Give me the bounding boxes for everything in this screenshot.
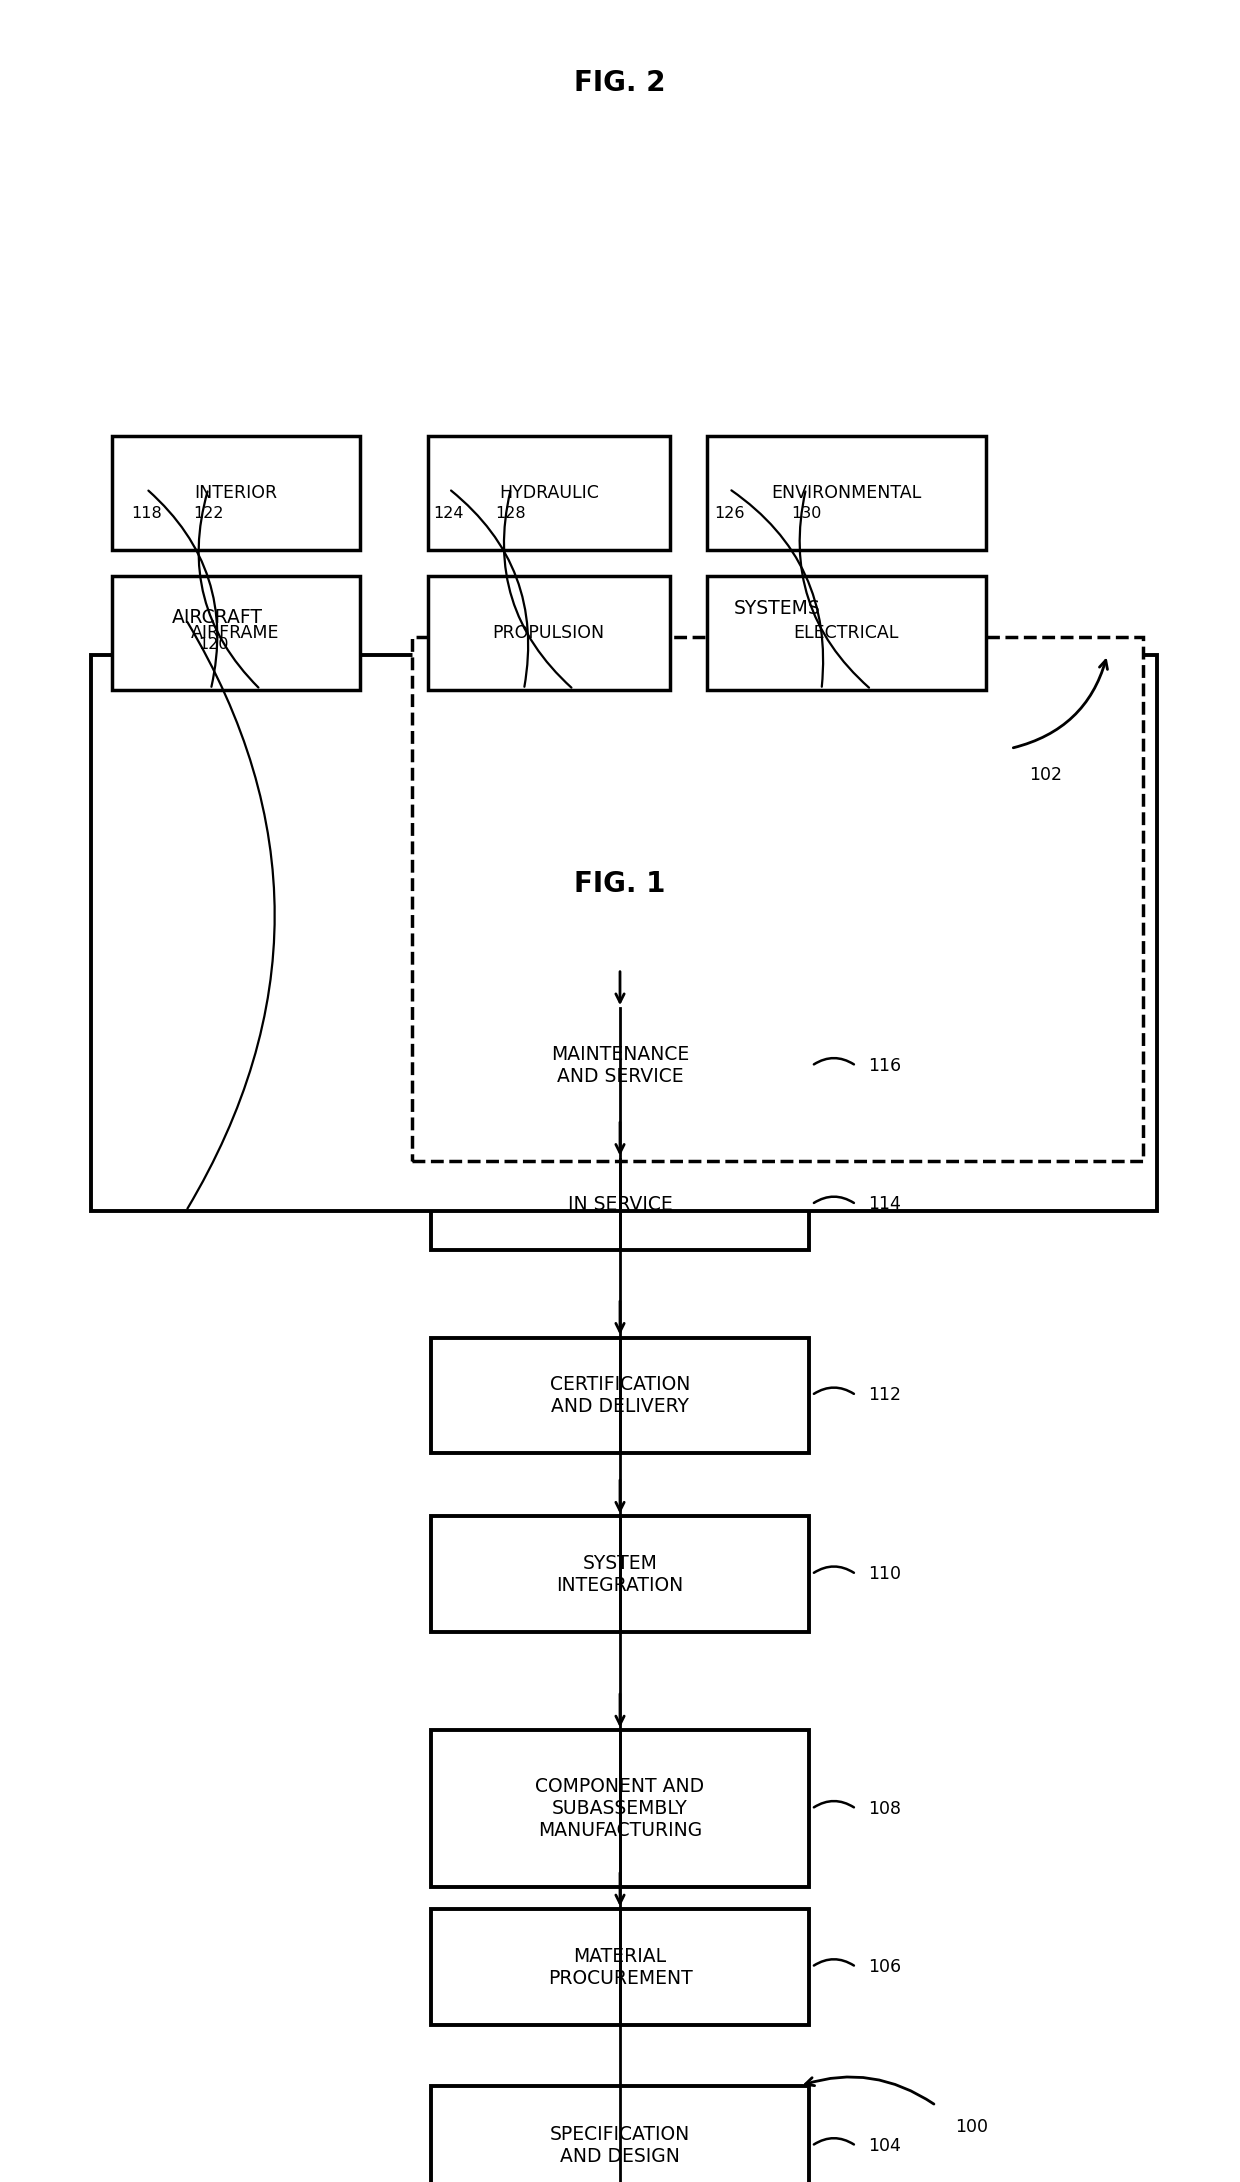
Bar <box>707 436 986 550</box>
Text: 118: 118 <box>131 506 161 521</box>
Bar <box>428 576 670 690</box>
Text: 100: 100 <box>955 2119 988 2136</box>
Text: 124: 124 <box>434 506 464 521</box>
Bar <box>112 576 360 690</box>
Bar <box>432 1730 810 1887</box>
Text: SPECIFICATION
AND DESIGN: SPECIFICATION AND DESIGN <box>549 2125 691 2167</box>
Text: 108: 108 <box>869 1800 901 1818</box>
Bar <box>432 1516 810 1632</box>
Bar <box>112 436 360 550</box>
Text: 126: 126 <box>714 506 744 521</box>
Text: 130: 130 <box>791 506 821 521</box>
Text: 102: 102 <box>1029 766 1063 783</box>
Text: MATERIAL
PROCUREMENT: MATERIAL PROCUREMENT <box>548 1946 692 1988</box>
Bar <box>432 1159 810 1250</box>
Text: INTERIOR: INTERIOR <box>193 484 278 502</box>
Text: CERTIFICATION
AND DELIVERY: CERTIFICATION AND DELIVERY <box>549 1375 691 1416</box>
Bar <box>412 637 1143 1161</box>
Text: SYSTEM
INTEGRATION: SYSTEM INTEGRATION <box>557 1554 683 1595</box>
Bar <box>428 436 670 550</box>
Bar <box>432 1008 810 1124</box>
Bar <box>432 1909 810 2025</box>
Text: ENVIRONMENTAL: ENVIRONMENTAL <box>771 484 921 502</box>
Text: AIRFRAME: AIRFRAME <box>191 624 280 642</box>
Text: IN SERVICE: IN SERVICE <box>568 1196 672 1213</box>
Bar <box>432 2086 810 2182</box>
Text: ELECTRICAL: ELECTRICAL <box>794 624 899 642</box>
Text: FIG. 1: FIG. 1 <box>574 871 666 897</box>
Text: SYSTEMS: SYSTEMS <box>734 600 821 618</box>
Text: 106: 106 <box>869 1957 901 1977</box>
Text: HYDRAULIC: HYDRAULIC <box>498 484 599 502</box>
Text: PROPULSION: PROPULSION <box>492 624 605 642</box>
Bar <box>432 1338 810 1453</box>
Text: FIG. 2: FIG. 2 <box>574 70 666 96</box>
Text: MAINTENANCE
AND SERVICE: MAINTENANCE AND SERVICE <box>551 1045 689 1087</box>
Text: COMPONENT AND
SUBASSEMBLY
MANUFACTURING: COMPONENT AND SUBASSEMBLY MANUFACTURING <box>536 1778 704 1839</box>
Text: 120: 120 <box>198 637 229 652</box>
Text: 122: 122 <box>193 506 223 521</box>
Text: 116: 116 <box>869 1056 901 1076</box>
Text: 114: 114 <box>869 1196 901 1213</box>
Text: 104: 104 <box>869 2136 901 2156</box>
Bar <box>707 576 986 690</box>
Text: AIRCRAFT: AIRCRAFT <box>171 609 263 626</box>
Bar <box>91 655 1157 1211</box>
Text: 110: 110 <box>869 1564 901 1584</box>
Text: 128: 128 <box>496 506 526 521</box>
Text: 112: 112 <box>869 1386 901 1405</box>
